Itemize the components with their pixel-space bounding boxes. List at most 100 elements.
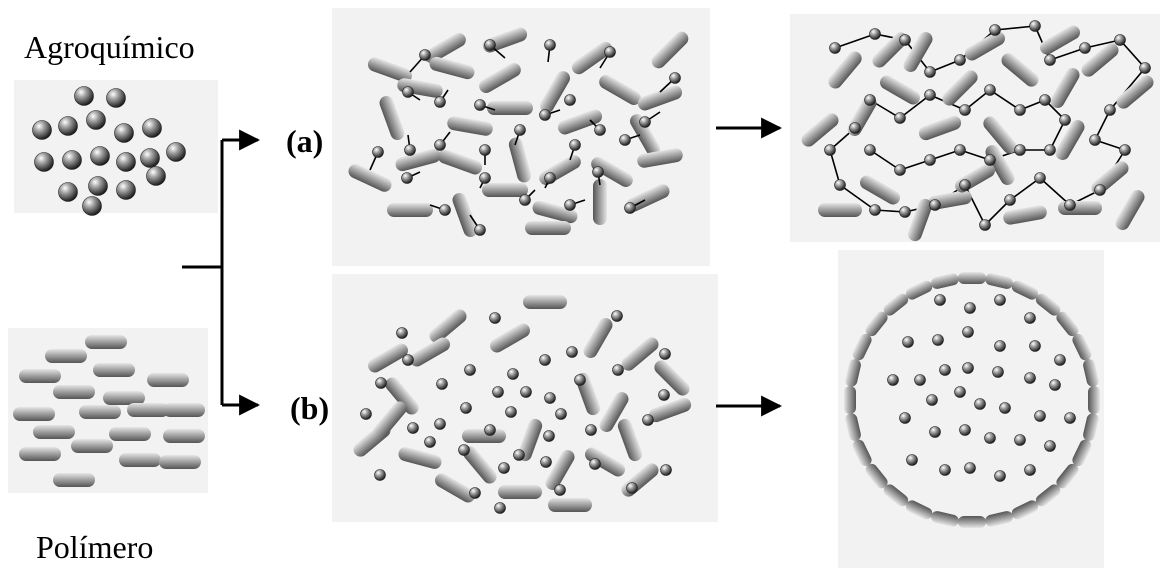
sphere-icon	[404, 144, 416, 156]
sphere-icon	[140, 148, 160, 168]
sphere-icon	[604, 46, 616, 58]
rod-icon	[828, 51, 862, 89]
sphere-icon	[544, 172, 556, 184]
sphere-icon	[464, 364, 476, 376]
sphere-icon	[592, 166, 604, 178]
sphere-icon	[514, 124, 526, 136]
sphere-icon	[460, 402, 472, 414]
sphere-icon	[954, 144, 966, 156]
sphere-icon	[1064, 199, 1076, 211]
rod-icon	[523, 295, 567, 309]
rod-icon	[905, 280, 933, 300]
rod-icon	[53, 385, 95, 399]
sphere-icon	[984, 432, 996, 444]
sphere-icon	[894, 164, 906, 176]
rod-icon	[1040, 25, 1080, 55]
rod-icon	[651, 31, 689, 69]
agrochemical-particles	[32, 86, 186, 216]
bond-line	[1009, 177, 1041, 201]
sphere-icon	[434, 418, 446, 430]
sphere-icon	[1024, 312, 1036, 324]
bond-line	[984, 199, 1011, 226]
rod-icon	[637, 148, 683, 168]
rod-icon	[398, 447, 442, 469]
sphere-icon	[906, 454, 918, 466]
sphere-icon	[34, 152, 54, 172]
sphere-icon	[959, 104, 971, 116]
sphere-icon	[902, 336, 914, 348]
sphere-icon	[375, 377, 387, 389]
sphere-icon	[914, 374, 926, 386]
sphere-icon	[589, 458, 601, 470]
rod-icon	[540, 71, 570, 113]
rod-icon	[599, 392, 629, 432]
rod-icon	[13, 407, 55, 421]
bond-line	[1084, 39, 1121, 49]
sphere-icon	[555, 408, 567, 420]
rod-icon	[1050, 68, 1080, 108]
rod-icon	[462, 429, 506, 443]
sphere-icon	[1119, 144, 1131, 156]
sphere-icon	[926, 394, 938, 406]
rod-icon	[498, 485, 542, 499]
rod-icon	[159, 455, 201, 469]
sphere-icon	[934, 294, 946, 306]
sphere-icon	[1034, 410, 1046, 422]
sphere-icon	[994, 470, 1006, 482]
sphere-icon	[984, 84, 996, 96]
sphere-icon	[899, 206, 911, 218]
rod-icon	[852, 333, 872, 361]
sphere-icon	[539, 109, 551, 121]
sphere-icon	[407, 422, 419, 434]
rod-icon	[1001, 53, 1039, 87]
sphere-icon	[864, 94, 876, 106]
rod-icon	[931, 273, 959, 289]
rod-icon	[1116, 75, 1154, 109]
rod-icon	[883, 293, 909, 316]
sphere-icon	[513, 449, 525, 461]
rod-icon	[1056, 311, 1079, 337]
rod-icon	[844, 386, 856, 414]
sphere-icon	[864, 144, 876, 156]
sphere-icon	[58, 182, 78, 202]
route-a-label: (a)	[286, 123, 323, 159]
rod-icon	[852, 439, 872, 467]
sphere-icon	[424, 436, 436, 448]
sphere-icon	[829, 42, 841, 54]
bond-line	[839, 184, 876, 211]
rod-icon	[429, 309, 467, 343]
sphere-icon	[520, 386, 532, 398]
sphere-icon	[564, 199, 576, 211]
bond-line	[1039, 177, 1071, 206]
sphere-icon	[372, 146, 384, 158]
sphere-icon	[1089, 134, 1101, 146]
sphere-icon	[659, 348, 671, 360]
sphere-icon	[626, 482, 638, 494]
sphere-icon	[1014, 104, 1026, 116]
sphere-icon	[639, 116, 651, 128]
route-b-label: (b)	[290, 390, 329, 426]
sphere-icon	[88, 176, 108, 196]
rod-icon	[865, 463, 888, 489]
sphere-icon	[1014, 434, 1026, 446]
rod-icon	[385, 377, 419, 415]
sphere-icon	[166, 142, 186, 162]
bond-line	[869, 149, 901, 171]
sphere-icon	[566, 346, 578, 358]
sphere-icon	[142, 118, 162, 138]
rod-icon	[53, 473, 95, 487]
sphere-icon	[869, 28, 881, 40]
rod-icon	[410, 337, 450, 367]
sphere-icon	[611, 310, 623, 322]
sphere-icon	[624, 202, 636, 214]
sphere-icon	[458, 444, 470, 456]
rod-icon	[19, 369, 61, 383]
rod-icon	[395, 148, 441, 172]
sphere-icon	[992, 366, 1004, 378]
sphere-icon	[962, 326, 974, 338]
rod-icon	[571, 41, 613, 75]
sphere-icon	[612, 364, 624, 376]
sphere-icon	[1024, 372, 1036, 384]
capsule-b-drawing	[844, 272, 1100, 528]
